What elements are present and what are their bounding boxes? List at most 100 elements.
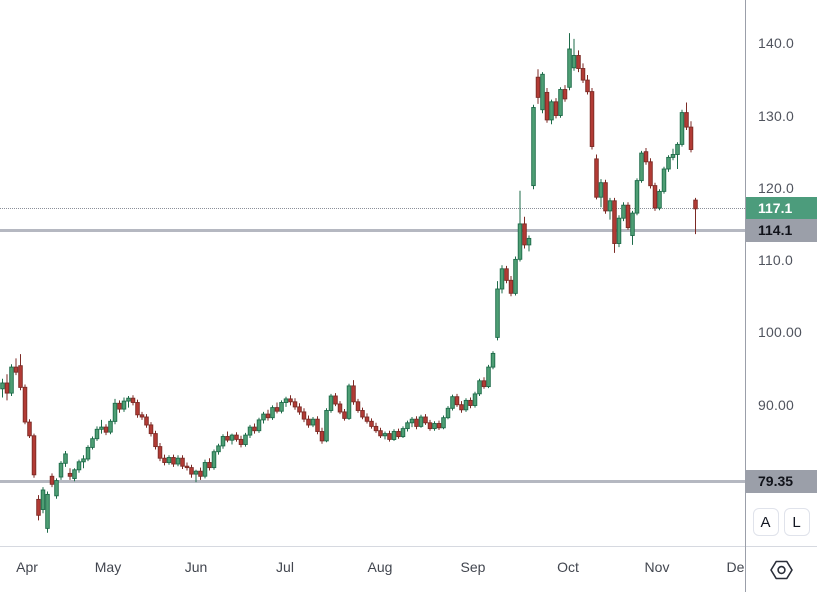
candle (490, 352, 496, 368)
candle (72, 469, 77, 479)
candle (576, 55, 581, 69)
candle (274, 407, 280, 412)
candle (184, 465, 190, 469)
candle (144, 416, 149, 426)
candle (22, 386, 28, 423)
candle (558, 89, 563, 116)
candle (193, 470, 199, 475)
time-tick-nov: Nov (644, 559, 670, 575)
candle (486, 366, 491, 388)
candle (180, 457, 185, 467)
candle (85, 446, 91, 460)
candle (657, 190, 662, 209)
log-scale-button[interactable]: L (783, 508, 810, 536)
candle (369, 420, 374, 427)
candle (202, 462, 208, 477)
candle (522, 223, 527, 246)
candle (643, 151, 649, 163)
candle (328, 395, 334, 411)
candlestick-series (0, 33, 698, 533)
time-tick-oct: Oct (557, 559, 579, 575)
candle (495, 288, 500, 338)
candle (418, 416, 424, 427)
time-tick-jul: Jul (276, 559, 294, 575)
price-axis[interactable]: A L 140.0 130.0 120.0 110.0 100.00 90.00 117.1… (745, 0, 817, 546)
candle (580, 68, 586, 81)
candle (211, 451, 217, 469)
candle (693, 199, 698, 210)
candle (603, 182, 608, 212)
candle (679, 112, 685, 145)
candle (279, 402, 284, 412)
candle (459, 404, 464, 411)
candle (76, 461, 82, 471)
candle (517, 223, 523, 260)
candle (31, 435, 37, 476)
candle (171, 457, 176, 465)
candle (621, 204, 626, 219)
current-price-badge: 117.1 (745, 197, 817, 221)
candle (229, 434, 235, 441)
candle (477, 380, 482, 395)
candle (112, 402, 118, 422)
price-tick-label: 90.00 (758, 396, 795, 413)
auto-scale-button[interactable]: A (752, 508, 779, 536)
time-tick-dec: Dec (726, 559, 745, 575)
candle (9, 366, 14, 394)
candle (598, 182, 604, 198)
candle (513, 258, 518, 294)
price-line-79.35[interactable] (0, 480, 745, 484)
candle (234, 434, 239, 440)
candle (63, 453, 68, 464)
price-line-badge: 114.1 (745, 218, 817, 242)
time-axis[interactable]: Apr May Jun Jul Aug Sep Oct Nov Dec (0, 546, 745, 592)
price-tick-label: 140.0 (758, 35, 795, 52)
candle (666, 156, 671, 170)
candle (261, 413, 266, 421)
candle (148, 424, 154, 435)
candle (364, 416, 370, 422)
candle (157, 446, 163, 459)
candle (216, 445, 221, 453)
candle (288, 398, 293, 403)
time-tick-sep: Sep (460, 559, 486, 575)
candle (630, 212, 635, 236)
candle (612, 200, 617, 244)
candle (346, 385, 352, 419)
candle (220, 436, 226, 447)
candle (0, 382, 5, 390)
candle (54, 480, 59, 497)
candle (27, 421, 32, 437)
candle (270, 407, 275, 419)
candle (319, 431, 325, 442)
candle (445, 407, 451, 419)
candle (472, 393, 478, 406)
candle (324, 410, 329, 442)
candle (400, 428, 406, 438)
chart-plot-area[interactable] (0, 0, 745, 546)
candle (310, 418, 316, 426)
candle (562, 89, 568, 100)
candle (243, 434, 248, 445)
hexagon-settings-icon[interactable] (769, 559, 794, 581)
candle (468, 399, 473, 406)
price-tick-label: 110.0 (758, 252, 793, 269)
candle (585, 79, 590, 93)
axis-border (745, 0, 746, 592)
candle (625, 204, 631, 229)
candle (13, 366, 19, 373)
candle (103, 426, 109, 433)
candle (108, 420, 113, 433)
candle (391, 431, 397, 440)
candle (450, 396, 455, 409)
candle (36, 498, 41, 516)
price-tick-label: 120.0 (758, 179, 795, 196)
candle (126, 397, 131, 402)
time-tick-may: May (94, 559, 122, 575)
candle (648, 161, 653, 187)
candle (634, 180, 640, 214)
candle (387, 433, 392, 440)
price-line-114.1[interactable] (0, 228, 745, 232)
candle (256, 419, 262, 432)
candle (265, 413, 271, 419)
